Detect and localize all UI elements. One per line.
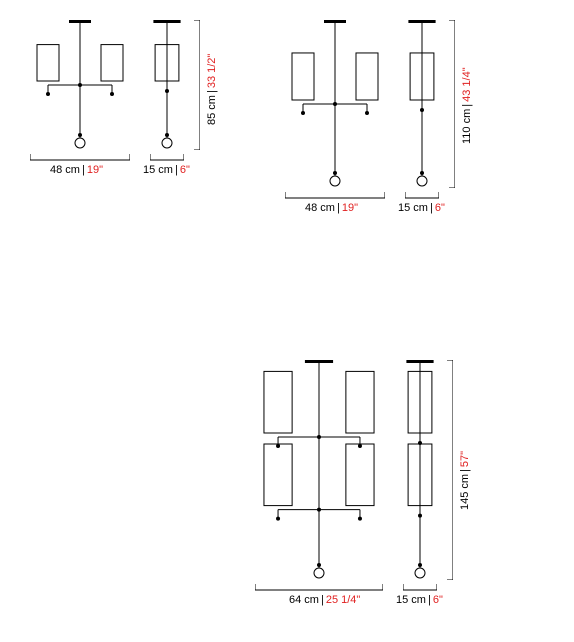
- depth-bracket: [150, 154, 184, 162]
- dimension-label: 15 cm|6": [396, 594, 443, 606]
- chandelier-side-view: [150, 20, 184, 150]
- depth-bracket: [405, 192, 439, 200]
- width-bracket: [285, 192, 385, 200]
- dimension-label: 85 cm|33 1/2": [206, 54, 218, 125]
- dimension-label: 15 cm|6": [143, 164, 190, 176]
- dimension-label: 145 cm|57": [459, 451, 471, 510]
- chandelier-front-view: [255, 360, 383, 580]
- dimension-label: 64 cm|25 1/4": [289, 594, 360, 606]
- width-bracket: [255, 584, 383, 592]
- chandelier-front-view: [285, 20, 385, 188]
- width-bracket: [30, 154, 130, 162]
- dimension-figure-1: 48 cm|19" 15 cm|6" 85 cm|33 1/2": [30, 20, 264, 200]
- height-bracket: [447, 20, 455, 188]
- chandelier-side-view: [403, 360, 437, 580]
- chandelier-front-view: [30, 20, 130, 150]
- depth-bracket: [403, 584, 437, 592]
- chandelier-side-view: [405, 20, 439, 188]
- dimension-label: 15 cm|6": [398, 202, 445, 214]
- height-bracket: [192, 20, 200, 150]
- dimension-label: 48 cm|19": [305, 202, 358, 214]
- dimension-label: 48 cm|19": [50, 164, 103, 176]
- dimension-label: 110 cm|43 1/4": [461, 67, 473, 144]
- dimension-figure-2: 48 cm|19" 15 cm|6" 110 cm|43 1/4": [285, 20, 519, 238]
- height-bracket: [445, 360, 453, 580]
- dimension-figure-3: 64 cm|25 1/4" 15 cm|6" 145 cm|57": [255, 360, 517, 630]
